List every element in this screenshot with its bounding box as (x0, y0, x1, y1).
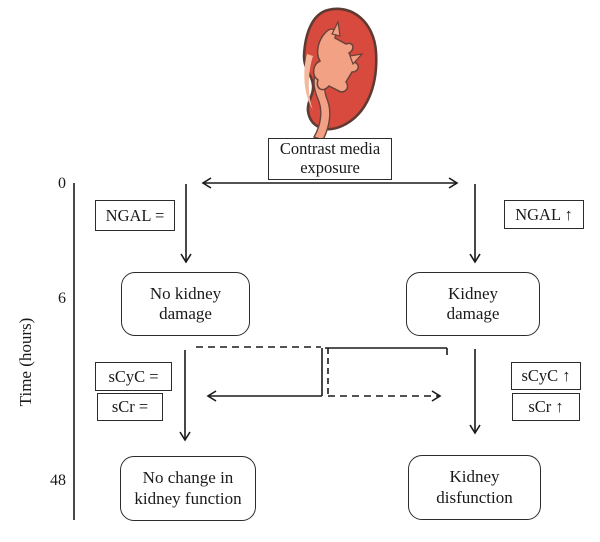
badge-ngal-normal: NGAL = (95, 200, 175, 231)
badge-scyc-up: sCyC ↑ (511, 362, 581, 390)
time-axis-label: Time (hours) (16, 317, 35, 407)
node-line: Kidney (449, 467, 500, 487)
kidney-calyx-top (331, 20, 341, 37)
tick-0: 0 (58, 175, 66, 192)
node-line: Kidney (447, 283, 499, 303)
kidney-illustration (302, 7, 378, 141)
badge-scyc-normal: sCyC = (95, 362, 172, 391)
kidney-pelvis (312, 28, 360, 93)
kidney-hilum-highlight (304, 54, 313, 110)
badge-scr-normal: sCr = (97, 393, 163, 421)
node-line: No kidney (149, 283, 222, 303)
node-line: kidney function (134, 488, 242, 508)
node-line: Contrast media (279, 139, 381, 159)
tick-6: 6 (58, 290, 66, 307)
kidney-calyx-right (349, 53, 364, 66)
tick-48: 48 (50, 472, 66, 489)
badge-scr-up: sCr ↑ (512, 393, 580, 421)
node-no-kidney-damage: No kidney damage (121, 272, 250, 336)
node-no-change-kidney-function: No change in kidney function (120, 456, 256, 521)
node-line: damage (159, 304, 212, 323)
badge-ngal-up: NGAL ↑ (504, 200, 584, 229)
node-line: exposure (300, 158, 360, 177)
node-contrast-media-exposure: Contrast media exposure (268, 138, 392, 180)
node-line: damage (446, 304, 500, 323)
node-line: No change in (142, 468, 234, 488)
node-kidney-disfunction: Kidney disfunction (408, 455, 541, 520)
node-line: disfunction (436, 487, 513, 507)
node-kidney-damage: Kidney damage (406, 272, 540, 336)
